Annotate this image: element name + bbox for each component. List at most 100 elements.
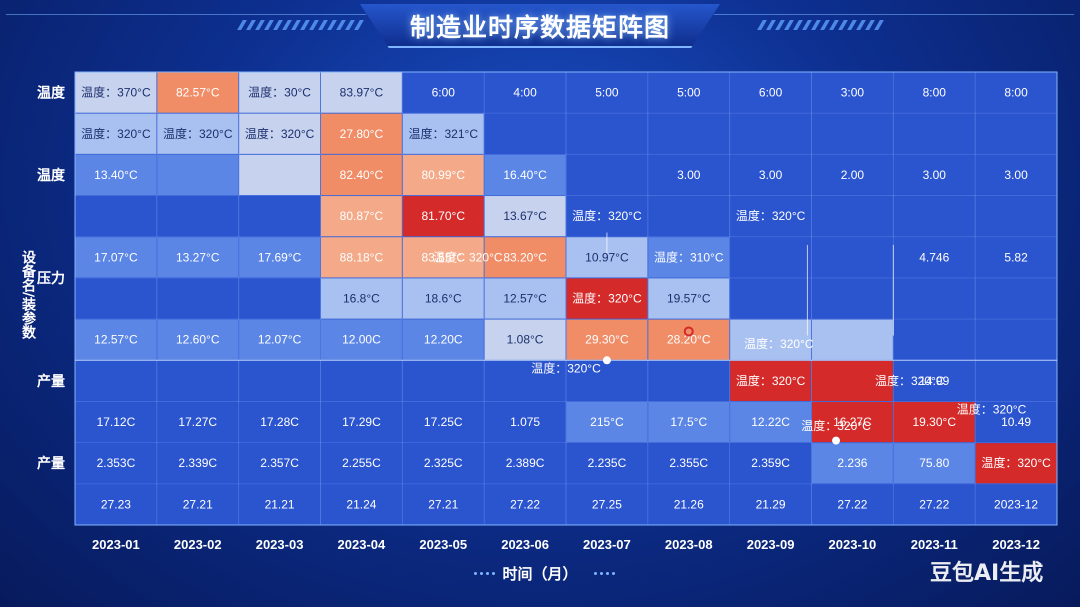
heatmap-cell: 2.339C bbox=[157, 443, 239, 484]
cell-label: 16.8°C bbox=[343, 292, 380, 306]
marker-point bbox=[602, 356, 611, 365]
cell-rect bbox=[975, 72, 1057, 113]
heatmap-cell: 1.075 bbox=[484, 401, 566, 443]
heatmap-cell: 80.87°C bbox=[321, 196, 402, 237]
heatmap-cell: 12.20C bbox=[402, 319, 484, 360]
heatmap-cell: 21.29 bbox=[730, 484, 811, 525]
cell-label: 温度：310°C bbox=[654, 249, 724, 264]
cell-label: 21.21 bbox=[265, 497, 295, 511]
annotation-label: 温度：320°C bbox=[875, 373, 945, 388]
heatmap-cell: 6:00 bbox=[730, 72, 811, 113]
heatmap-cell: 3.00 bbox=[648, 154, 730, 196]
cell-rect bbox=[402, 196, 484, 237]
cell-label: 2.357C bbox=[260, 456, 299, 470]
cell-rect bbox=[730, 154, 811, 196]
cell-rect bbox=[893, 237, 975, 278]
cell-label: 5:00 bbox=[677, 86, 701, 100]
cell-label: 27.21 bbox=[183, 497, 213, 511]
cell-label: 8:00 bbox=[1004, 86, 1028, 100]
cell-rect bbox=[239, 443, 320, 484]
cell-rect bbox=[566, 401, 648, 443]
cell-rect bbox=[648, 278, 730, 319]
cell-label: 17.69°C bbox=[258, 250, 302, 264]
cell-label: 17.12C bbox=[97, 415, 136, 429]
heatmap-cell: 12.57°C bbox=[75, 319, 157, 360]
heatmap-cell: 27.80°C bbox=[321, 113, 402, 154]
frame-left-line bbox=[6, 14, 366, 15]
y-tick-label: 压力 bbox=[37, 270, 65, 287]
cell-label: 10.49 bbox=[1001, 415, 1031, 429]
cell-rect bbox=[75, 401, 157, 443]
cell-label: 83.55°C bbox=[422, 250, 466, 264]
cell-rect bbox=[321, 72, 402, 113]
cell-label: 12.57°C bbox=[503, 292, 547, 306]
y-tick-label: 产量 bbox=[37, 373, 65, 390]
cell-label: 215°C bbox=[590, 415, 624, 429]
cell-label: 83.20°C bbox=[503, 250, 547, 264]
heatmap-cell: 温度：320°C bbox=[975, 443, 1057, 484]
heatmap-cell: 75.80 bbox=[893, 443, 975, 484]
cell-rect bbox=[893, 154, 975, 196]
heatmap-cell: 83.97°C bbox=[321, 72, 402, 113]
y-axis-label: 设备名/装参数 bbox=[20, 250, 36, 340]
heatmap-cell: 3.00 bbox=[975, 154, 1057, 196]
cell-label: 27.22 bbox=[919, 497, 949, 511]
cell-label: 1.075 bbox=[510, 415, 540, 429]
cell-rect bbox=[321, 154, 402, 196]
cell-rect bbox=[402, 319, 484, 360]
heatmap-cell: 2.325C bbox=[402, 443, 484, 484]
heatmap-cell bbox=[893, 319, 975, 360]
cell-rect bbox=[321, 237, 402, 278]
heatmap-cell: 4.746 bbox=[893, 237, 975, 278]
cell-rect bbox=[402, 237, 484, 278]
cell-rect bbox=[75, 72, 157, 113]
heatmap-cell: 2.00 bbox=[812, 154, 893, 196]
cell-label: 2.339C bbox=[178, 456, 217, 470]
cell-label: 3.00 bbox=[1004, 168, 1028, 182]
cell-label: 17.28C bbox=[260, 415, 299, 429]
cell-rect bbox=[975, 484, 1057, 525]
cell-label: 12.60°C bbox=[176, 333, 220, 347]
cell-rect bbox=[812, 484, 893, 525]
heatmap-cell: 温度：310°C bbox=[648, 237, 730, 278]
cell-rect bbox=[812, 401, 893, 443]
cell-label: 21.26 bbox=[674, 497, 704, 511]
cell-rect bbox=[157, 401, 239, 443]
heatmap-cell: 83.55°C bbox=[402, 237, 484, 278]
heatmap-cell: 27.23 bbox=[75, 484, 157, 525]
heatmap-cell: 温度：320°C bbox=[239, 113, 320, 154]
cell-rect bbox=[648, 154, 730, 196]
heatmap-cell: 27.22 bbox=[484, 484, 566, 525]
cell-label: 82.40°C bbox=[340, 168, 384, 182]
cell-rect bbox=[239, 401, 320, 443]
cell-rect bbox=[975, 443, 1057, 484]
cell-label: 83.97°C bbox=[340, 86, 384, 100]
heatmap-cell: 29.30°C bbox=[566, 319, 648, 360]
heatmap-cell: 12.22C bbox=[730, 401, 811, 443]
heatmap-cell: 81.70°C bbox=[402, 196, 484, 237]
cell-label: 温度：320°C bbox=[736, 373, 806, 388]
cell-rect bbox=[75, 154, 157, 196]
cell-label: 12.07°C bbox=[258, 333, 302, 347]
heatmap-cell: 13.40°C bbox=[75, 154, 157, 196]
heatmap-cell: 17.25C bbox=[402, 401, 484, 443]
cell-label: 80.87°C bbox=[340, 209, 384, 223]
xlabel-dots-left bbox=[474, 572, 495, 575]
cell-label: 3.00 bbox=[759, 168, 783, 182]
cell-label: 2.359C bbox=[751, 456, 790, 470]
cell-rect bbox=[566, 278, 648, 319]
heatmap-cell: 12.57°C bbox=[484, 278, 566, 319]
cell-rect bbox=[402, 72, 484, 113]
cell-label: 27.25 bbox=[592, 497, 622, 511]
cell-label: 12.57°C bbox=[94, 333, 138, 347]
cell-label: 27.22 bbox=[837, 497, 867, 511]
cell-rect bbox=[566, 319, 648, 360]
heatmap-cell: 19.57°C bbox=[648, 278, 730, 319]
cell-label: 27.21 bbox=[428, 497, 458, 511]
cell-rect bbox=[484, 484, 566, 525]
heatmap-cell bbox=[975, 319, 1057, 360]
cell-label: 19.30°C bbox=[913, 415, 957, 429]
cell-rect bbox=[893, 484, 975, 525]
heatmap-cell: 温度：320°C bbox=[566, 278, 648, 319]
cell-label: 4.746 bbox=[919, 250, 949, 264]
